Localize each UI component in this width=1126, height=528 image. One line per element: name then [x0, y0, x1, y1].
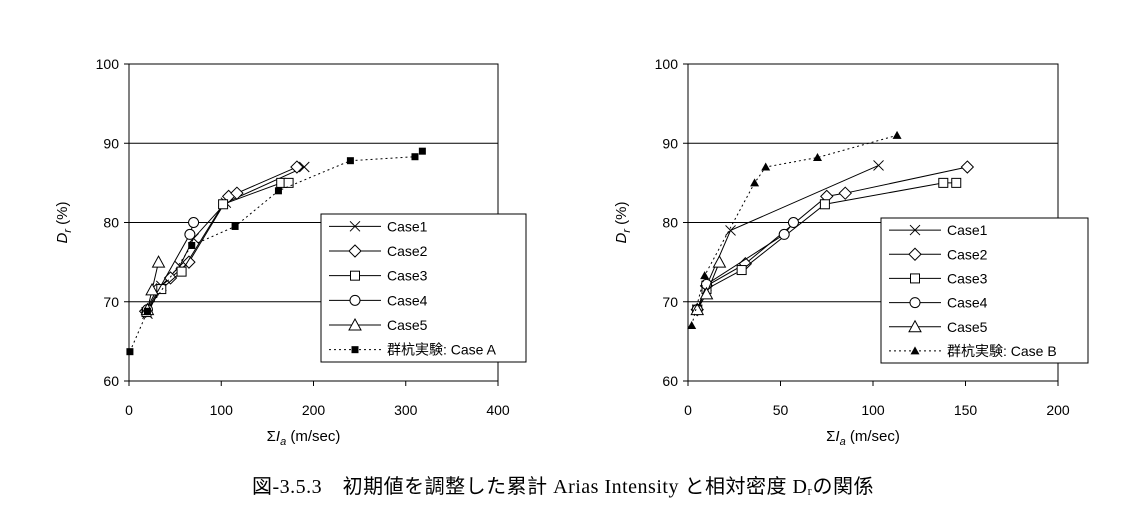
legend-marker — [910, 346, 920, 355]
data-point — [145, 282, 159, 296]
legend: Case1 Case2 Case3 Case4 Case5 群杭実験: Case A — [320, 213, 527, 363]
x-axis-label: ΣIa (m/sec) — [826, 428, 900, 448]
legend-marker — [909, 297, 921, 309]
legend-label: Case3 — [387, 268, 428, 284]
data-point — [218, 199, 229, 210]
y-tick-label: 100 — [655, 56, 679, 72]
x-tick-label: 100 — [210, 402, 234, 418]
data-point — [838, 186, 852, 200]
legend-label: 群杭実験: Case B — [947, 343, 1057, 359]
legend-label: Case3 — [947, 270, 988, 286]
data-point — [787, 217, 799, 228]
series-5 — [690, 255, 727, 316]
data-point — [892, 130, 902, 139]
legend-label: Case4 — [387, 292, 428, 308]
x-tick-label: 150 — [954, 402, 978, 418]
data-point — [699, 286, 714, 300]
legend-label: 群杭実験: Case A — [387, 342, 497, 358]
y-tick-label: 90 — [662, 135, 678, 151]
y-tick-label: 70 — [103, 294, 119, 310]
data-point — [687, 321, 697, 330]
data-point — [411, 153, 419, 161]
data-point — [813, 153, 822, 162]
legend-marker — [351, 346, 359, 354]
legend-marker — [910, 273, 920, 284]
data-point — [182, 255, 196, 269]
legend-label: Case5 — [387, 317, 428, 333]
data-point — [188, 217, 200, 228]
legend-label: Case2 — [947, 246, 988, 262]
y-axis-label: Dr (%) — [54, 201, 74, 243]
legend-label: Case1 — [947, 222, 988, 238]
data-point — [274, 187, 282, 195]
legend-box — [320, 213, 527, 363]
legend-marker — [909, 224, 921, 236]
data-point — [184, 228, 196, 240]
data-point — [761, 162, 771, 171]
legend-marker — [908, 247, 922, 261]
y-axis-label: Dr (%) — [613, 201, 633, 243]
data-point — [143, 307, 151, 315]
chart-right: 60 70 80 90 100 0 50 100 150 200 ΣIa (m/sec) Dr (%)… — [613, 56, 1089, 448]
legend-marker — [350, 270, 360, 281]
legend-marker — [348, 244, 362, 258]
series-line — [691, 134, 898, 326]
legend-label: Case4 — [947, 295, 988, 311]
x-tick-label: 0 — [125, 402, 133, 418]
data-point — [151, 255, 166, 268]
data-point — [750, 178, 760, 187]
data-point — [283, 177, 294, 188]
legend: Case1 Case2 Case3 Case4 Case5 群杭実験: Case B — [880, 217, 1089, 364]
data-point — [176, 266, 187, 277]
legend-label: Case1 — [387, 218, 428, 234]
x-axis-label: ΣIa (m/sec) — [267, 428, 341, 448]
legend-marker — [908, 319, 922, 333]
data-point — [736, 265, 747, 276]
data-point — [418, 147, 426, 155]
legend-marker — [348, 317, 362, 331]
y-tick-label: 90 — [103, 135, 119, 151]
y-tick-label: 80 — [103, 215, 119, 231]
data-point — [873, 160, 884, 171]
data-point — [298, 161, 310, 173]
data-point — [700, 271, 710, 280]
series-6 — [687, 130, 902, 330]
data-point — [690, 302, 705, 316]
data-point — [346, 157, 354, 165]
x-tick-label: 50 — [773, 402, 789, 418]
legend-marker — [349, 220, 361, 232]
chart-left: 60 70 80 90 100 0 100 200 300 400 ΣIa (m/sec) Dr (%… — [54, 56, 527, 448]
data-point — [126, 348, 134, 356]
x-tick-label: 200 — [1046, 402, 1070, 418]
data-point — [712, 255, 727, 268]
legend-label: Case2 — [387, 243, 428, 259]
data-point — [778, 228, 790, 240]
data-point — [938, 177, 949, 188]
data-point — [951, 177, 962, 188]
y-tick-label: 60 — [103, 373, 119, 389]
data-point — [960, 160, 975, 174]
x-tick-label: 200 — [302, 402, 326, 418]
x-tick-label: 100 — [861, 402, 885, 418]
data-point — [231, 222, 239, 230]
figure: 60 70 80 90 100 0 100 200 300 400 ΣIa (m/sec) Dr (%… — [54, 56, 1089, 448]
y-tick-label: 100 — [96, 56, 120, 72]
data-point — [188, 241, 196, 249]
y-tick-label: 80 — [662, 215, 678, 231]
data-point — [725, 225, 736, 236]
x-tick-label: 300 — [394, 402, 418, 418]
figure-caption: 図-3.5.3 初期値を調整した累計 Arias Intensity と相対密度… — [251, 476, 874, 498]
x-tick-label: 400 — [486, 402, 510, 418]
legend-label: Case5 — [947, 319, 988, 335]
data-point — [819, 199, 830, 210]
legend-marker — [349, 294, 361, 306]
y-tick-label: 60 — [662, 373, 678, 389]
x-tick-label: 0 — [684, 402, 692, 418]
legend-box — [880, 217, 1089, 364]
series-6 — [126, 147, 426, 356]
data-point — [290, 160, 304, 174]
y-tick-label: 70 — [662, 294, 678, 310]
